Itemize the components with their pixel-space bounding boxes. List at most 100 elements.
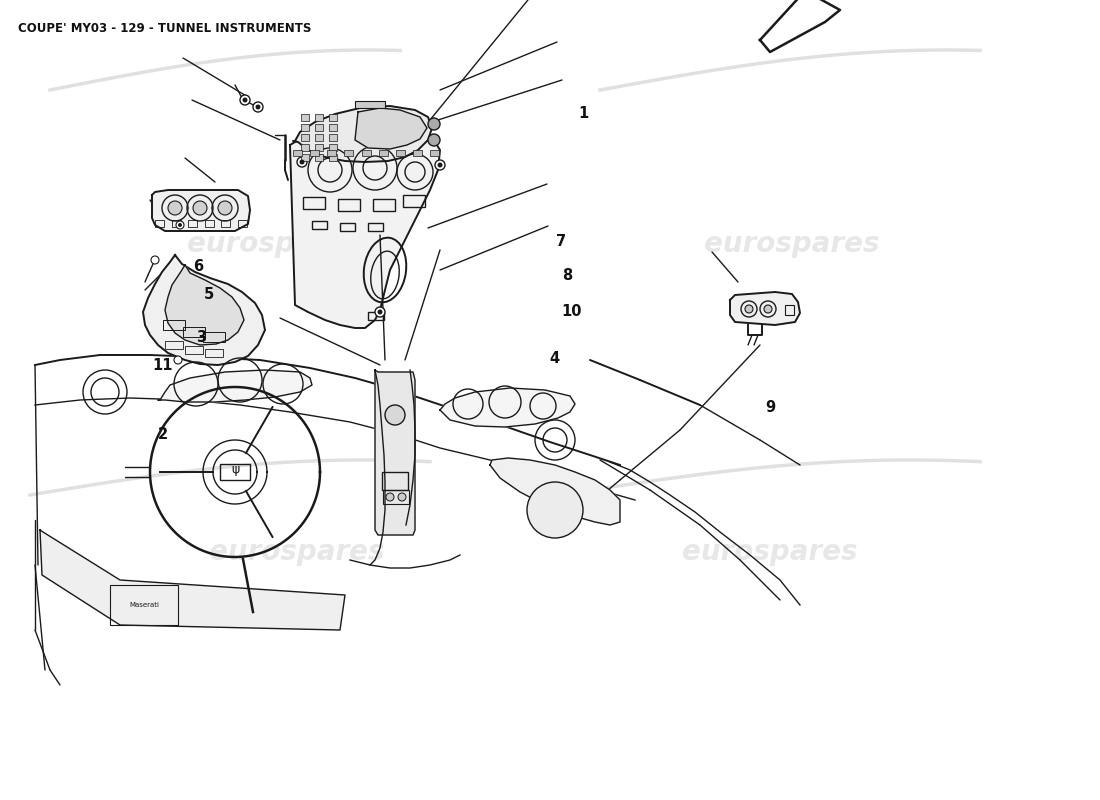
- Polygon shape: [290, 131, 440, 328]
- Circle shape: [745, 305, 754, 313]
- Bar: [329, 144, 337, 151]
- Text: 4: 4: [549, 351, 560, 366]
- Circle shape: [240, 95, 250, 105]
- Polygon shape: [165, 265, 244, 345]
- Bar: [205, 349, 223, 357]
- Circle shape: [764, 305, 772, 313]
- Bar: [172, 220, 180, 227]
- Text: 7: 7: [556, 234, 566, 249]
- Text: COUPE' MY03 - 129 - TUNNEL INSTRUMENTS: COUPE' MY03 - 129 - TUNNEL INSTRUMENTS: [18, 22, 311, 35]
- Bar: [373, 199, 395, 211]
- Text: eurospares: eurospares: [704, 230, 880, 258]
- Text: 2: 2: [157, 427, 168, 442]
- Circle shape: [434, 160, 446, 170]
- Text: Maserati: Maserati: [129, 602, 160, 608]
- Text: 5: 5: [204, 287, 214, 302]
- Bar: [329, 134, 337, 141]
- Bar: [785, 305, 794, 315]
- Bar: [368, 223, 383, 231]
- Circle shape: [255, 105, 261, 110]
- Circle shape: [386, 493, 394, 501]
- Text: 6: 6: [192, 259, 204, 274]
- Circle shape: [176, 221, 184, 229]
- Bar: [205, 220, 213, 227]
- Circle shape: [438, 162, 442, 167]
- Polygon shape: [40, 530, 345, 630]
- Bar: [362, 150, 371, 156]
- Polygon shape: [760, 0, 840, 52]
- Circle shape: [242, 98, 248, 102]
- Bar: [165, 341, 183, 349]
- Bar: [315, 114, 323, 121]
- Circle shape: [377, 310, 383, 314]
- Bar: [310, 150, 319, 156]
- Bar: [403, 195, 425, 207]
- Text: eurospares: eurospares: [682, 538, 858, 566]
- Text: 8: 8: [562, 269, 573, 283]
- Bar: [412, 150, 422, 156]
- Polygon shape: [490, 458, 620, 525]
- Text: 10: 10: [562, 305, 582, 319]
- Bar: [110, 585, 178, 625]
- Bar: [368, 312, 384, 320]
- Circle shape: [428, 134, 440, 146]
- Polygon shape: [730, 292, 800, 325]
- Polygon shape: [293, 106, 432, 162]
- Bar: [302, 197, 324, 209]
- Bar: [329, 154, 337, 161]
- Bar: [301, 154, 309, 161]
- Bar: [430, 150, 439, 156]
- Circle shape: [299, 159, 305, 165]
- Bar: [301, 144, 309, 151]
- Circle shape: [398, 493, 406, 501]
- Bar: [188, 220, 197, 227]
- Polygon shape: [158, 370, 312, 402]
- Bar: [344, 150, 353, 156]
- Bar: [340, 223, 355, 231]
- Polygon shape: [440, 388, 575, 427]
- Bar: [378, 150, 387, 156]
- Bar: [220, 464, 250, 480]
- Bar: [185, 346, 204, 354]
- Bar: [355, 101, 385, 108]
- Bar: [312, 221, 327, 229]
- Circle shape: [168, 201, 182, 215]
- Bar: [328, 150, 337, 156]
- Bar: [315, 134, 323, 141]
- Bar: [396, 150, 405, 156]
- Bar: [204, 332, 226, 342]
- Circle shape: [253, 102, 263, 112]
- Text: ψ: ψ: [231, 463, 239, 477]
- Circle shape: [428, 118, 440, 130]
- Text: 1: 1: [578, 106, 588, 121]
- Bar: [315, 154, 323, 161]
- Polygon shape: [143, 255, 265, 365]
- Circle shape: [218, 201, 232, 215]
- Bar: [315, 144, 323, 151]
- Text: 9: 9: [764, 401, 776, 415]
- Circle shape: [375, 307, 385, 317]
- Polygon shape: [152, 190, 250, 231]
- Bar: [383, 490, 409, 504]
- Polygon shape: [375, 370, 415, 535]
- Bar: [301, 134, 309, 141]
- Polygon shape: [355, 108, 427, 149]
- Circle shape: [174, 356, 182, 364]
- Bar: [238, 220, 248, 227]
- Bar: [301, 114, 309, 121]
- Bar: [329, 124, 337, 131]
- Text: 11: 11: [153, 358, 173, 373]
- Circle shape: [192, 201, 207, 215]
- Circle shape: [527, 482, 583, 538]
- Bar: [221, 220, 230, 227]
- Bar: [338, 199, 360, 211]
- Bar: [301, 124, 309, 131]
- Bar: [315, 124, 323, 131]
- Circle shape: [151, 256, 160, 264]
- Bar: [163, 320, 185, 330]
- Text: eurospares: eurospares: [187, 230, 363, 258]
- Circle shape: [297, 157, 307, 167]
- Bar: [183, 327, 205, 337]
- Text: eurospares: eurospares: [209, 538, 385, 566]
- Bar: [329, 114, 337, 121]
